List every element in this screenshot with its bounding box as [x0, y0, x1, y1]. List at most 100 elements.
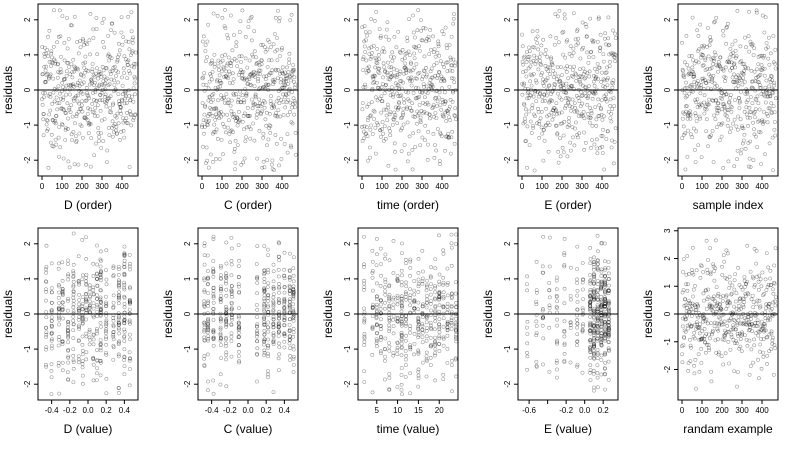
- data-point: [404, 353, 408, 358]
- data-point: [84, 306, 88, 311]
- data-point: [748, 115, 752, 120]
- data-point: [393, 113, 398, 117]
- data-point: [375, 302, 379, 307]
- data-point: [420, 279, 425, 284]
- data-point: [221, 66, 226, 71]
- data-point: [280, 85, 285, 90]
- data-point: [237, 30, 242, 34]
- data-point: [87, 38, 92, 43]
- data-point: [574, 94, 579, 98]
- data-point: [71, 262, 76, 267]
- data-point: [218, 293, 223, 298]
- data-point: [591, 79, 596, 84]
- data-point: [213, 61, 217, 66]
- data-point: [365, 33, 369, 38]
- data-point: [739, 333, 744, 338]
- x-tick-label: 0.0: [242, 406, 254, 415]
- data-point: [446, 107, 451, 112]
- data-point: [40, 72, 45, 77]
- data-point: [112, 78, 117, 83]
- data-point: [683, 95, 688, 100]
- data-point: [405, 39, 410, 43]
- data-point: [433, 111, 438, 115]
- data-point: [680, 67, 685, 72]
- data-point: [234, 58, 239, 63]
- data-point: [276, 322, 281, 327]
- data-point: [255, 346, 260, 351]
- data-point: [441, 343, 446, 348]
- data-point: [609, 119, 614, 124]
- data-point: [218, 372, 223, 377]
- data-point: [695, 303, 700, 308]
- data-point: [128, 321, 132, 326]
- data-point: [95, 304, 100, 309]
- data-point: [770, 341, 775, 346]
- data-point: [109, 28, 113, 32]
- data-point: [537, 122, 541, 126]
- data-point: [716, 60, 721, 64]
- data-point: [82, 115, 87, 119]
- data-point: [750, 322, 754, 326]
- data-point: [534, 78, 538, 83]
- data-point: [418, 120, 423, 125]
- data-point: [562, 12, 567, 17]
- data-point: [223, 26, 228, 30]
- data-point: [721, 28, 725, 33]
- data-point: [599, 285, 603, 289]
- data-point: [694, 81, 699, 86]
- data-point: [599, 98, 604, 102]
- data-point: [692, 84, 697, 89]
- data-point: [424, 316, 429, 320]
- data-point: [395, 341, 400, 346]
- data-point: [448, 118, 453, 122]
- data-point: [428, 292, 433, 297]
- data-point: [60, 291, 65, 295]
- data-point: [425, 100, 430, 105]
- data-point: [739, 315, 744, 319]
- data-point: [575, 244, 580, 249]
- data-point: [438, 162, 442, 166]
- data-point: [60, 316, 65, 321]
- data-point: [684, 309, 689, 313]
- data-point: [709, 307, 714, 312]
- data-point: [263, 100, 267, 105]
- data-point: [116, 41, 121, 46]
- data-point: [529, 83, 534, 88]
- data-point: [750, 312, 755, 317]
- data-point: [122, 265, 127, 269]
- data-point: [94, 16, 99, 20]
- data-point: [704, 107, 709, 112]
- data-point: [65, 127, 70, 131]
- data-point: [271, 304, 276, 309]
- data-point: [758, 277, 763, 282]
- data-point: [592, 344, 596, 348]
- data-point: [698, 22, 703, 27]
- data-point: [369, 54, 374, 59]
- data-point: [544, 106, 548, 111]
- data-point: [578, 67, 582, 71]
- data-point: [542, 83, 546, 88]
- data-point: [56, 306, 61, 311]
- data-point: [271, 339, 276, 344]
- data-point: [749, 297, 754, 302]
- data-point: [765, 353, 770, 358]
- data-point: [595, 375, 600, 380]
- data-point: [696, 352, 701, 356]
- data-point: [237, 290, 241, 295]
- y-tick-label: -2: [23, 380, 32, 388]
- data-point: [437, 291, 441, 296]
- data-point: [563, 55, 568, 60]
- data-point: [292, 85, 297, 90]
- data-point: [56, 70, 61, 74]
- data-point: [369, 123, 373, 128]
- data-point: [609, 145, 614, 150]
- data-point: [58, 34, 63, 39]
- data-point: [98, 288, 103, 292]
- data-point: [761, 355, 766, 359]
- data-point: [715, 111, 720, 116]
- data-point: [592, 297, 596, 302]
- data-point: [277, 19, 282, 24]
- data-point: [391, 314, 396, 318]
